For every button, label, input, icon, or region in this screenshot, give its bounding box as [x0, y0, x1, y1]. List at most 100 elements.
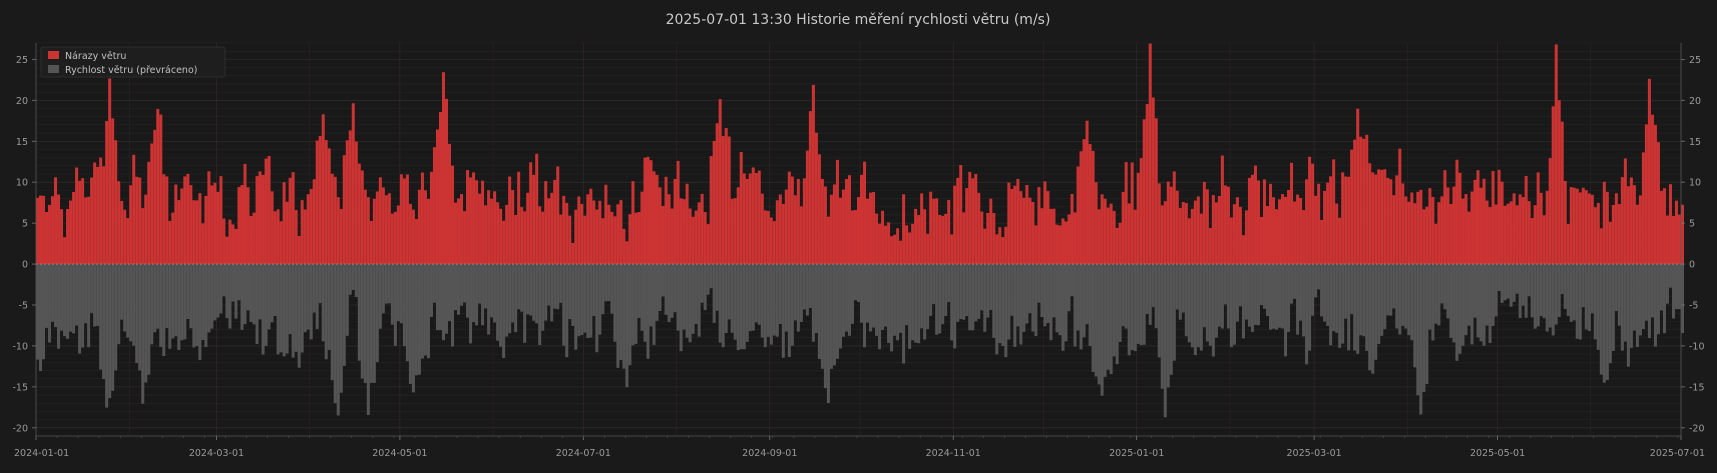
- gust-bar: [1575, 188, 1579, 265]
- gust-bar: [676, 160, 680, 265]
- y-tick-label: 5: [22, 219, 28, 230]
- speed-bar: [1620, 264, 1624, 351]
- speed-bar: [1235, 264, 1239, 322]
- y-tick-label-right: 5: [1689, 219, 1695, 230]
- speed-bar: [156, 264, 160, 329]
- gust-bar: [1205, 189, 1209, 265]
- gust-bar: [1506, 203, 1510, 265]
- speed-bar: [1347, 264, 1351, 351]
- gust-bar: [1581, 187, 1585, 265]
- gust-bar: [207, 171, 211, 265]
- gust-bar: [586, 194, 590, 265]
- gust-bar: [306, 194, 310, 265]
- gust-bar: [1223, 185, 1227, 265]
- gust-bar: [1064, 221, 1068, 265]
- gust-bar: [965, 188, 969, 265]
- speed-bar: [1205, 264, 1209, 342]
- speed-bar: [420, 264, 424, 359]
- speed-bar: [1241, 264, 1245, 339]
- gust-bar: [604, 184, 608, 265]
- gust-bar: [610, 211, 614, 265]
- gust-bar: [417, 189, 421, 265]
- gust-bar: [917, 215, 921, 265]
- speed-bar: [475, 264, 479, 326]
- gust-bar: [1473, 179, 1477, 265]
- gust-bar: [820, 178, 824, 265]
- speed-bar: [884, 264, 888, 327]
- speed-bar: [1353, 264, 1357, 351]
- speed-bar: [264, 264, 268, 346]
- gust-bar: [1578, 192, 1582, 265]
- speed-bar: [631, 264, 635, 346]
- speed-bar: [1049, 264, 1053, 341]
- speed-bar: [1265, 264, 1269, 317]
- gust-bar: [189, 185, 193, 265]
- gust-bar: [607, 204, 611, 265]
- gust-bar: [565, 202, 569, 265]
- speed-bar: [598, 264, 602, 335]
- gust-bar: [890, 236, 894, 265]
- speed-bar: [1392, 264, 1396, 309]
- speed-bar: [324, 264, 328, 360]
- speed-bar: [968, 264, 972, 331]
- gust-bar: [1082, 139, 1086, 265]
- gust-bar: [908, 232, 912, 265]
- gust-bar: [1139, 158, 1143, 265]
- gust-bar: [1070, 193, 1074, 265]
- speed-bar: [856, 264, 860, 302]
- gust-bar: [1178, 207, 1182, 265]
- gust-bar: [1617, 204, 1621, 265]
- speed-bar: [697, 264, 701, 337]
- gust-bar: [667, 194, 671, 265]
- gust-bar: [1413, 203, 1417, 265]
- gust-bar: [652, 171, 656, 265]
- speed-bar: [96, 264, 100, 326]
- gust-bar: [1644, 124, 1648, 265]
- speed-bar: [673, 264, 677, 313]
- speed-bar: [460, 264, 464, 306]
- y-tick-label: -5: [19, 301, 28, 312]
- gust-bar: [1160, 205, 1164, 265]
- gust-bar: [132, 154, 136, 265]
- gust-bar: [354, 141, 358, 265]
- speed-bar: [893, 264, 897, 336]
- gust-bar: [1293, 201, 1297, 265]
- speed-bar: [688, 264, 692, 343]
- gust-bar: [721, 136, 725, 265]
- gust-bar: [438, 111, 442, 265]
- speed-bar: [751, 264, 755, 331]
- gust-bar: [1202, 181, 1206, 265]
- speed-bar: [700, 264, 704, 303]
- gust-bar: [366, 197, 370, 265]
- gust-bar: [664, 176, 668, 265]
- gust-bar: [120, 200, 124, 265]
- speed-bar: [144, 264, 148, 383]
- speed-bar: [463, 264, 467, 303]
- gust-bar: [285, 201, 289, 265]
- speed-bar: [1362, 264, 1366, 337]
- gust-bar: [715, 123, 719, 265]
- speed-bar: [1196, 264, 1200, 348]
- speed-bar: [601, 264, 605, 315]
- speed-bar: [935, 264, 939, 335]
- speed-bar: [784, 264, 788, 332]
- gust-bar: [222, 218, 226, 265]
- gust-bar: [1401, 183, 1405, 265]
- gust-bar: [1353, 139, 1357, 265]
- gust-bar: [580, 203, 584, 265]
- speed-bar: [1202, 264, 1206, 328]
- speed-bar: [1626, 264, 1630, 367]
- gust-bar: [697, 202, 701, 265]
- speed-bar: [1329, 264, 1333, 346]
- gust-bar: [1443, 170, 1447, 265]
- speed-bar: [123, 264, 127, 332]
- speed-bar: [1088, 264, 1092, 346]
- gust-bar: [51, 196, 55, 265]
- x-tick-label: 2025-03-01: [1286, 448, 1341, 459]
- speed-bar: [1536, 264, 1540, 327]
- gust-bar: [1214, 202, 1218, 265]
- gust-bar: [1067, 214, 1071, 265]
- y-tick-label-right: 10: [1689, 178, 1701, 189]
- gust-bar: [881, 210, 885, 265]
- speed-bar: [655, 264, 659, 321]
